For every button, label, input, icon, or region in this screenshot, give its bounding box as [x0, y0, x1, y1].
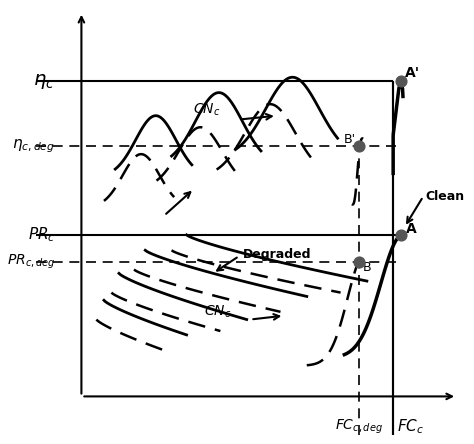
Text: $\eta_c$: $\eta_c$	[34, 71, 55, 91]
Text: $\eta_{c,deg}$: $\eta_{c,deg}$	[12, 138, 55, 155]
Point	[397, 231, 404, 238]
Point	[356, 258, 363, 266]
Text: $FC_{c,deg}$: $FC_{c,deg}$	[336, 417, 383, 436]
Text: B: B	[363, 262, 372, 274]
Text: $PR_c$: $PR_c$	[27, 226, 55, 244]
Text: Degraded: Degraded	[243, 248, 311, 261]
Text: $PR_{c,deg}$: $PR_{c,deg}$	[7, 253, 55, 271]
Text: B': B'	[344, 133, 356, 146]
Text: A': A'	[404, 66, 419, 80]
Text: Clean: Clean	[425, 190, 464, 203]
Text: A: A	[406, 222, 417, 236]
Point	[397, 78, 404, 85]
Point	[356, 143, 363, 150]
Text: $FC_c$: $FC_c$	[397, 417, 424, 436]
Text: $CN_c$: $CN_c$	[204, 304, 232, 320]
Text: $CN_c$: $CN_c$	[193, 102, 220, 118]
